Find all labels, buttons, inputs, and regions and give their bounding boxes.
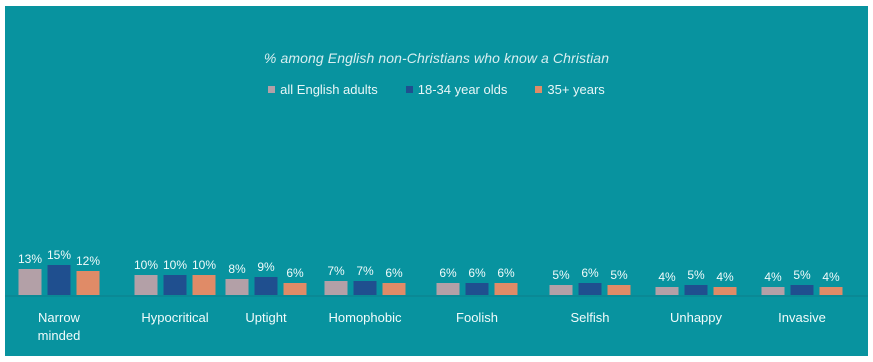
value-label-1-7: 5% — [793, 268, 811, 282]
legend-swatch-all-english-adults — [268, 86, 276, 93]
category-label-line: Uptight — [245, 310, 287, 325]
bar-2-7 — [819, 287, 843, 295]
bar-1-3 — [353, 281, 377, 295]
bars-layer — [18, 265, 843, 295]
bar-2-3 — [382, 283, 406, 295]
category-label-5: Selfish — [570, 310, 609, 325]
bar-1-0 — [47, 265, 71, 295]
bar-2-1 — [192, 275, 216, 295]
value-label-1-0: 15% — [47, 248, 71, 262]
bar-1-4 — [465, 283, 489, 295]
legend-item-35-plus-years: 35+ years — [535, 82, 605, 97]
category-label-0: Narrow minded — [38, 310, 81, 343]
bar-2-4 — [494, 283, 518, 295]
category-label-line: Selfish — [570, 310, 609, 325]
bar-2-2 — [283, 283, 307, 295]
category-label-2: Uptight — [245, 310, 287, 325]
value-label-1-2: 9% — [257, 260, 275, 274]
value-label-2-4: 6% — [497, 266, 515, 280]
bar-2-5 — [607, 285, 631, 295]
value-label-0-0: 13% — [18, 252, 42, 266]
legend-item-all-english-adults: all English adults — [268, 82, 378, 97]
bar-0-3 — [324, 281, 348, 295]
value-label-2-5: 5% — [610, 268, 628, 282]
legend-item-18-34-year-olds: 18-34 year olds — [405, 82, 508, 97]
bar-1-2 — [254, 277, 278, 295]
category-label-1: Hypocritical — [141, 310, 208, 325]
bar-0-7 — [761, 287, 785, 295]
chart-panel: % among English non-Christians who know … — [5, 6, 868, 356]
value-label-2-1: 10% — [192, 258, 216, 272]
bar-2-6 — [713, 287, 737, 295]
category-labels-layer: Narrow minded Hypocritical Uptight Homophobi… — [38, 310, 826, 343]
value-label-2-0: 12% — [76, 254, 100, 268]
legend-label-all-english-adults: all English adults — [280, 82, 378, 97]
category-label-line: Invasive — [778, 310, 826, 325]
bar-1-7 — [790, 285, 814, 295]
legend-swatch-18-34-year-olds — [405, 86, 413, 93]
value-label-0-3: 7% — [327, 264, 345, 278]
bar-0-0 — [18, 269, 42, 295]
legend-swatch-35-plus-years — [535, 86, 543, 93]
value-label-0-2: 8% — [228, 262, 246, 276]
bar-0-1 — [134, 275, 158, 295]
category-label-line: Narrow — [38, 310, 81, 325]
value-labels-layer: 13% 10% 8% 7% 6% 5% 4% 4% 15% 10% 9% 7% 6% 6% 5% 5% 12% 1… — [18, 248, 840, 284]
bar-chart: 13% 10% 8% 7% 6% 5% 4% 4% 15% 10% 9% 7% 6% 6% 5% 5% 12% 1… — [5, 248, 868, 343]
category-label-6: Unhappy — [670, 310, 723, 325]
bar-1-6 — [684, 285, 708, 295]
legend: all English adults 18-34 year olds 35+ y… — [5, 82, 868, 97]
bar-0-6 — [655, 287, 679, 295]
category-label-line: Unhappy — [670, 310, 723, 325]
value-label-2-7: 4% — [822, 270, 840, 284]
legend-label-35-plus-years: 35+ years — [547, 82, 605, 97]
category-label-line: Homophobic — [329, 310, 402, 325]
bar-0-4 — [436, 283, 460, 295]
value-label-1-4: 6% — [468, 266, 486, 280]
bar-2-0 — [76, 271, 100, 295]
value-label-1-5: 6% — [581, 266, 599, 280]
category-label-7: Invasive — [778, 310, 826, 325]
value-label-0-5: 5% — [552, 268, 570, 282]
value-label-2-3: 6% — [385, 266, 403, 280]
category-label-line: Foolish — [456, 310, 498, 325]
chart-title: % among English non-Christians who know … — [263, 50, 610, 66]
category-label-line: Hypocritical — [141, 310, 208, 325]
bar-0-2 — [225, 279, 249, 295]
legend-label-18-34-year-olds: 18-34 year olds — [417, 82, 508, 97]
value-label-0-6: 4% — [658, 270, 676, 284]
value-label-1-6: 5% — [687, 268, 705, 282]
value-label-0-7: 4% — [764, 270, 782, 284]
value-label-1-1: 10% — [163, 258, 187, 272]
category-label-3: Homophobic — [329, 310, 402, 325]
value-label-0-4: 6% — [439, 266, 457, 280]
bar-1-5 — [578, 283, 602, 295]
value-label-2-2: 6% — [286, 266, 304, 280]
category-label-line: minded — [38, 328, 81, 343]
value-label-0-1: 10% — [134, 258, 158, 272]
value-label-2-6: 4% — [716, 270, 734, 284]
bar-0-5 — [549, 285, 573, 295]
category-label-4: Foolish — [456, 310, 498, 325]
bar-1-1 — [163, 275, 187, 295]
value-label-1-3: 7% — [356, 264, 374, 278]
